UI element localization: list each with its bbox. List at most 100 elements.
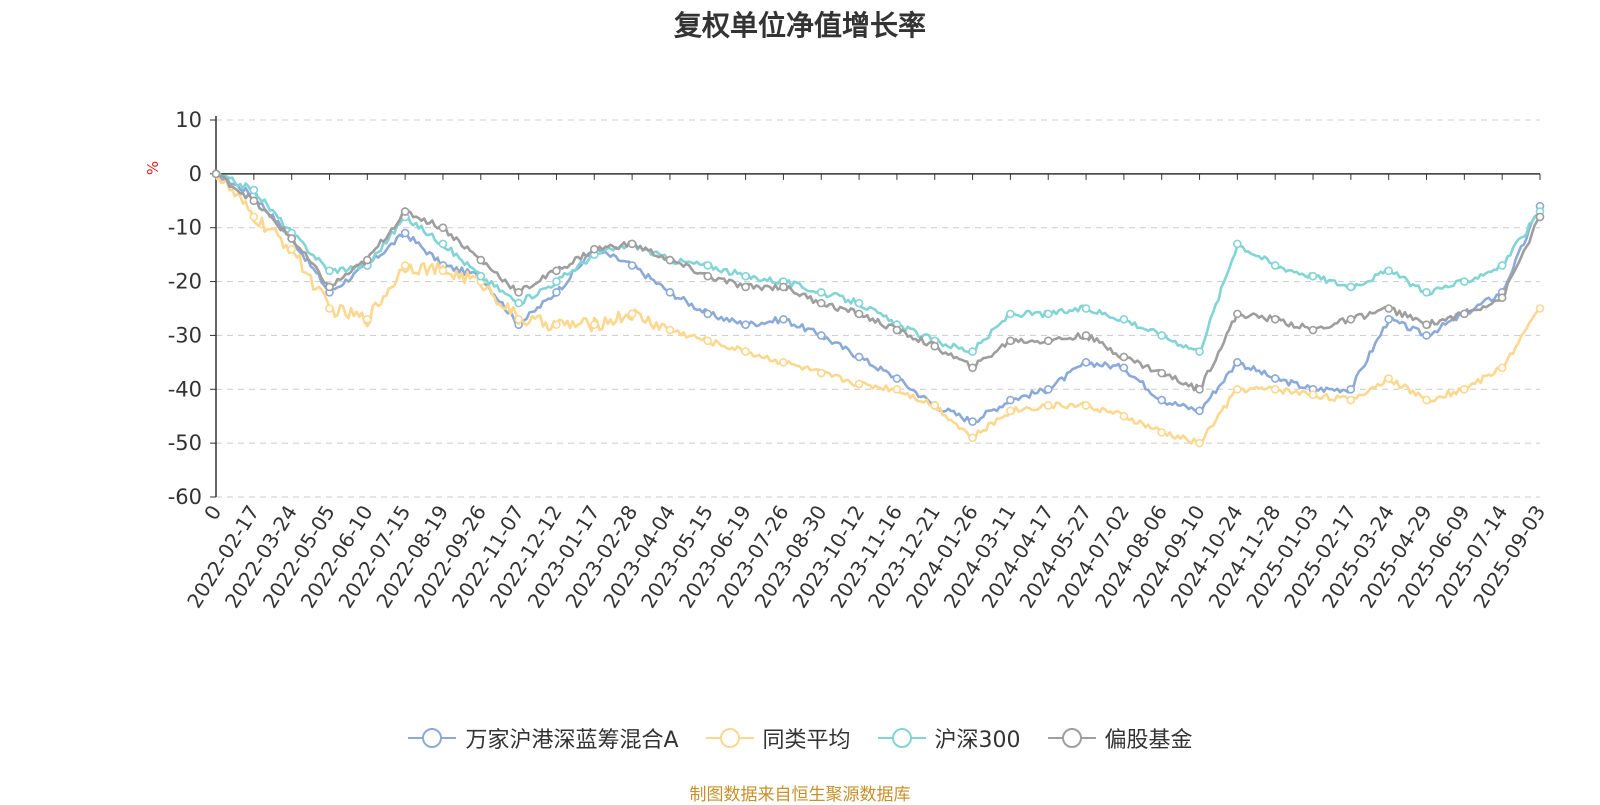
data-point bbox=[703, 271, 713, 281]
legend-item[interactable]: 万家沪港深蓝筹混合A bbox=[407, 722, 679, 754]
data-point bbox=[1006, 395, 1015, 405]
data-point bbox=[552, 320, 561, 329]
data-point bbox=[1422, 395, 1431, 405]
data-point bbox=[1308, 271, 1318, 281]
legend-item[interactable]: 沪深300 bbox=[877, 722, 1021, 754]
data-point bbox=[1233, 384, 1242, 394]
data-point bbox=[589, 244, 599, 254]
series-line bbox=[215, 170, 1542, 425]
data-point bbox=[779, 314, 788, 324]
data-point bbox=[1270, 384, 1280, 394]
data-point bbox=[249, 212, 259, 222]
data-point bbox=[1535, 212, 1545, 222]
data-point bbox=[741, 282, 750, 292]
data-point bbox=[1119, 352, 1129, 362]
data-point bbox=[1270, 314, 1280, 324]
legend-swatch-icon bbox=[705, 728, 754, 748]
data-point bbox=[779, 358, 788, 367]
legend: 万家沪港深蓝筹混合A 同类平均 沪深300 偏股基金 bbox=[0, 722, 1600, 754]
data-point bbox=[892, 374, 902, 383]
data-point bbox=[968, 433, 977, 443]
data-point bbox=[1270, 261, 1280, 270]
series-lines bbox=[211, 169, 1545, 448]
data-point bbox=[741, 271, 750, 281]
data-point bbox=[854, 309, 864, 319]
data-point bbox=[363, 314, 372, 324]
data-point bbox=[1157, 428, 1167, 437]
y-tick-label: -10 bbox=[168, 216, 202, 240]
data-point bbox=[1081, 304, 1091, 313]
source-note: 制图数据来自恒生聚源数据库 bbox=[689, 785, 911, 805]
data-point bbox=[703, 336, 713, 346]
grid-lines bbox=[216, 119, 1540, 498]
data-point bbox=[1384, 374, 1393, 383]
data-point bbox=[1233, 358, 1242, 367]
data-point bbox=[552, 288, 561, 297]
legend-item[interactable]: 同类平均 bbox=[705, 722, 851, 754]
data-point bbox=[1157, 331, 1167, 340]
data-point bbox=[1346, 314, 1356, 324]
data-point bbox=[968, 417, 977, 426]
data-point bbox=[552, 277, 561, 286]
legend-label: 沪深300 bbox=[934, 728, 1021, 753]
data-point bbox=[1233, 239, 1242, 249]
data-point bbox=[1043, 309, 1053, 319]
y-tick-label: -30 bbox=[168, 323, 202, 347]
data-point bbox=[438, 223, 448, 233]
data-point bbox=[1157, 368, 1167, 378]
series-line bbox=[215, 172, 1542, 393]
data-point bbox=[249, 196, 259, 206]
data-point bbox=[665, 288, 675, 297]
data-point bbox=[1460, 384, 1469, 394]
data-point bbox=[249, 185, 259, 195]
data-point bbox=[1422, 320, 1431, 329]
data-point bbox=[1346, 395, 1356, 405]
data-point bbox=[1119, 363, 1129, 373]
data-point bbox=[816, 298, 826, 308]
data-point bbox=[514, 298, 523, 308]
data-point bbox=[1497, 363, 1507, 373]
axis-labels: 100-10-20-30-40-50-60%02022-02-172022-03… bbox=[144, 108, 1550, 612]
data-point bbox=[1346, 384, 1356, 394]
y-tick-label: -60 bbox=[168, 485, 202, 509]
data-point bbox=[400, 228, 410, 238]
data-point bbox=[400, 207, 410, 216]
data-point bbox=[854, 352, 864, 362]
data-point bbox=[1043, 336, 1053, 346]
y-tick-label: -20 bbox=[168, 270, 202, 294]
series-line bbox=[215, 176, 1541, 445]
data-point bbox=[1384, 266, 1393, 276]
data-point bbox=[1043, 401, 1053, 410]
legend-item[interactable]: 偏股基金 bbox=[1047, 722, 1193, 754]
legend-label: 万家沪港深蓝筹混合A bbox=[465, 728, 679, 753]
data-point bbox=[1195, 406, 1204, 416]
data-point bbox=[400, 261, 410, 270]
data-point bbox=[968, 363, 977, 373]
data-point bbox=[1043, 384, 1053, 394]
data-point bbox=[1233, 309, 1242, 319]
data-point bbox=[1497, 261, 1507, 270]
data-point bbox=[892, 384, 902, 394]
data-point bbox=[1308, 325, 1318, 335]
data-point bbox=[1081, 331, 1091, 340]
data-point bbox=[1460, 309, 1469, 319]
data-point bbox=[1346, 282, 1356, 292]
data-point bbox=[1308, 390, 1318, 399]
data-point bbox=[476, 255, 486, 265]
data-point bbox=[1157, 395, 1167, 405]
data-point bbox=[930, 341, 940, 351]
data-point bbox=[325, 304, 334, 313]
data-point bbox=[438, 266, 448, 276]
data-point bbox=[1535, 304, 1545, 313]
legend-label: 同类平均 bbox=[762, 728, 851, 753]
data-point bbox=[552, 266, 561, 276]
legend-swatch-icon bbox=[1047, 728, 1096, 748]
data-point bbox=[741, 320, 750, 329]
data-point bbox=[363, 255, 372, 265]
data-point bbox=[1006, 336, 1015, 346]
data-point bbox=[1195, 438, 1204, 448]
legend-swatch-icon bbox=[408, 728, 457, 748]
data-point bbox=[854, 298, 864, 308]
data-point bbox=[1497, 293, 1507, 303]
data-point bbox=[1119, 314, 1129, 324]
